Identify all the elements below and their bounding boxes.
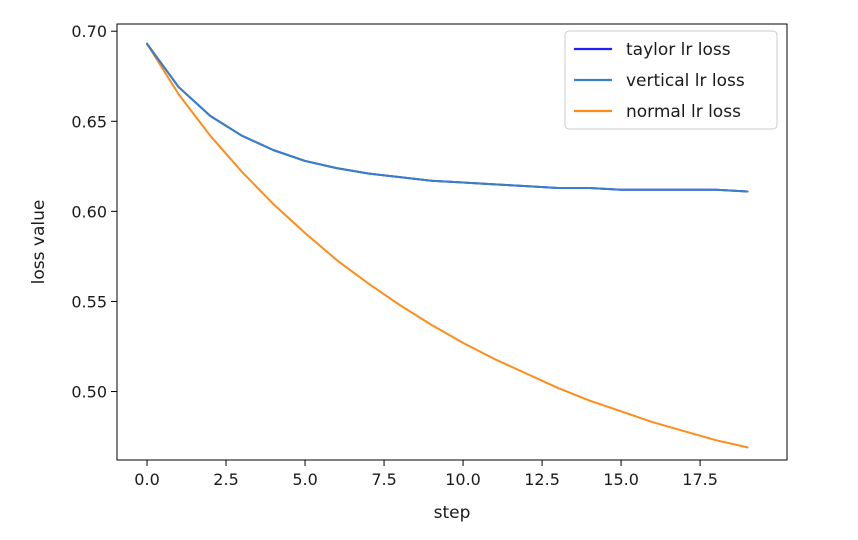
y-axis-ticks: 0.50 0.55 0.60 0.65 0.70 [71,22,117,402]
series-lines [146,42,749,449]
series-line-1 [146,42,749,193]
legend-box [564,30,778,130]
y-tick-label: 0.50 [71,383,107,402]
legend-label: vertical lr loss [626,71,745,91]
y-tick-label: 0.65 [71,112,107,131]
series-line-2 [146,42,749,449]
y-tick-label: 0.70 [71,22,107,41]
legend-label: taylor lr loss [626,40,731,60]
x-axis-label: step [434,503,471,523]
x-tick-label: 10.0 [445,470,481,489]
x-axis-ticks: 0.0 2.5 5.0 7.5 10.0 12.5 15.0 17.5 [134,460,718,489]
y-axis-label: loss value [29,200,49,285]
y-tick-label: 0.55 [71,292,107,311]
x-tick-label: 2.5 [213,470,238,489]
x-tick-label: 15.0 [603,470,639,489]
x-tick-label: 5.0 [292,470,317,489]
legend-label: normal lr loss [626,102,741,122]
legend: taylor lr loss vertical lr loss normal lr … [564,30,778,130]
x-tick-label: 12.5 [524,470,560,489]
x-tick-label: 7.5 [371,470,396,489]
y-tick-label: 0.60 [71,202,107,221]
x-tick-label: 0.0 [134,470,159,489]
x-tick-label: 17.5 [682,470,718,489]
